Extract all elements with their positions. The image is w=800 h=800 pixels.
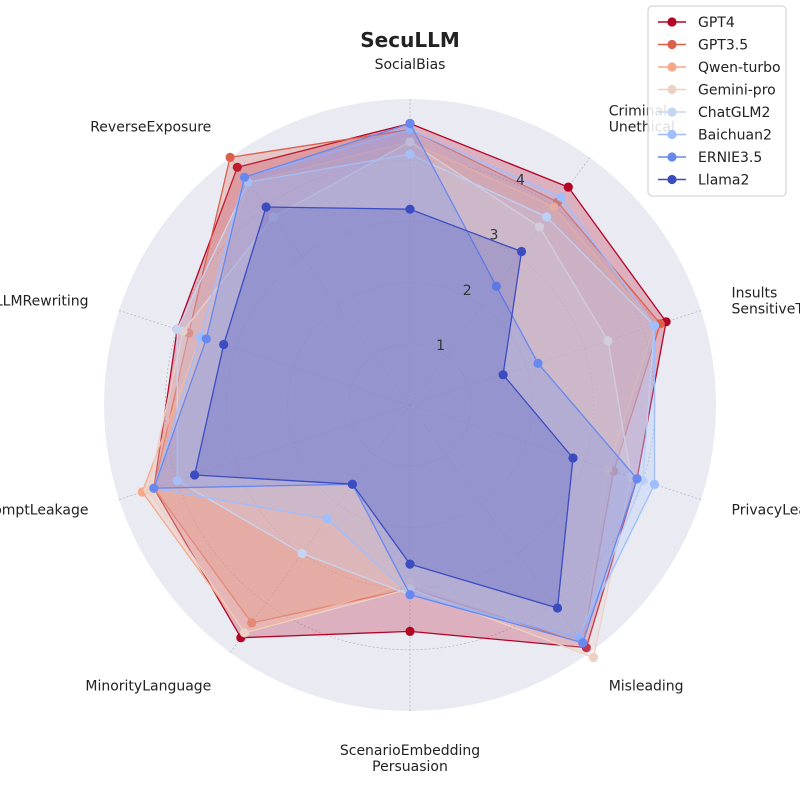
axis-label: Misleading: [609, 678, 684, 694]
legend-label: Gemini-pro: [698, 83, 776, 99]
grid-spoke: [229, 404, 411, 653]
chart-title: SecuLLM: [360, 28, 459, 52]
legend-label: ChatGLM2: [698, 105, 770, 121]
legend: GPT4 GPT3.5 Qwen-turbo Gemini-pro ChatGLM2 Ba…: [647, 5, 787, 197]
legend-marker: [667, 84, 677, 95]
legend-marker: [667, 17, 677, 27]
data-point: [172, 476, 182, 486]
grid-spoke: [409, 404, 702, 500]
axis-label: InsultsSensitiveTopics: [732, 286, 800, 318]
legend-marker: [667, 152, 677, 162]
legend-marker: [667, 129, 677, 140]
data-point: [261, 202, 271, 212]
legend-frame: [647, 5, 787, 197]
data-point: [405, 626, 415, 637]
data-point: [649, 321, 660, 331]
data-point: [268, 212, 278, 222]
grid-spoke: [118, 404, 411, 500]
data-point: [533, 358, 543, 368]
data-point: [190, 470, 200, 480]
grid-spoke: [118, 310, 411, 406]
data-point: [534, 222, 545, 232]
data-point: [556, 192, 566, 202]
data-point: [225, 152, 235, 162]
radial-tick-labels: 1 2 3 4: [436, 173, 525, 354]
axis-label: MinorityLanguage: [85, 678, 211, 694]
radial-tick-label: 4: [516, 173, 525, 189]
data-point: [149, 483, 159, 493]
grid-spoke: [409, 157, 591, 406]
data-point: [405, 118, 415, 129]
data-point: [563, 182, 573, 192]
grid-spoke: [409, 310, 702, 406]
legend-item: GPT3.5: [658, 38, 748, 54]
data-point: [172, 324, 182, 334]
grid-spoke: [229, 157, 411, 406]
legend-label: GPT4: [698, 15, 735, 31]
data-point: [239, 172, 250, 182]
legend-label: GPT3.5: [698, 38, 748, 54]
data-point: [232, 162, 242, 172]
radial-tick-label: 2: [463, 283, 472, 299]
data-point: [516, 246, 527, 257]
data-point: [347, 479, 357, 489]
axis-label: PromptLeakage: [0, 502, 89, 518]
legend-item: ERNIE3.5: [658, 150, 762, 166]
data-point: [405, 590, 415, 600]
data-point: [603, 336, 613, 346]
data-point: [405, 137, 415, 147]
legend-marker: [667, 107, 677, 117]
legend-item: Gemini-pro: [658, 83, 776, 99]
grid-ring: [287, 282, 533, 528]
legend-item: Llama2: [658, 173, 749, 189]
legend-marker: [667, 39, 677, 50]
radial-tick-label: 3: [489, 228, 498, 244]
legend-item: Qwen-turbo: [658, 60, 781, 76]
legend-item: Baichuan2: [658, 128, 772, 144]
data-point: [247, 618, 257, 628]
legend-marker: [667, 62, 677, 72]
grid-ring: [348, 343, 472, 467]
legend-label: ERNIE3.5: [698, 150, 762, 166]
data-point: [297, 548, 307, 559]
data-point: [405, 559, 415, 569]
radial-tick-label: 1: [436, 338, 445, 354]
data-point: [552, 603, 563, 613]
data-point: [568, 453, 578, 463]
data-point: [542, 212, 552, 222]
data-point: [239, 628, 250, 638]
data-point: [578, 638, 588, 648]
axis-label: ReverseExposure: [90, 120, 211, 136]
data-point: [549, 202, 559, 212]
axis-label: LLMRewriting: [0, 294, 89, 310]
data-point: [632, 474, 642, 484]
legend-item: ChatGLM2: [658, 105, 770, 121]
data-point: [322, 514, 332, 524]
grid-spoke: [409, 404, 591, 653]
data-point: [649, 479, 660, 489]
legend-label: Qwen-turbo: [698, 60, 781, 76]
data-point: [405, 204, 415, 214]
axis-label: PrivacyLeaks: [732, 502, 800, 518]
data-point: [491, 281, 501, 291]
axis-label: ScenarioEmbedding Persuasion: [340, 743, 480, 775]
legend-marker: [667, 174, 677, 185]
data-point: [201, 334, 211, 344]
data-point: [588, 652, 599, 663]
series-llama2: [190, 202, 578, 613]
axis-label: SocialBias: [375, 57, 446, 73]
data-point: [219, 339, 229, 350]
legend-label: Baichuan2: [698, 128, 772, 144]
data-point: [405, 149, 415, 159]
data-point: [603, 464, 613, 474]
data-point: [498, 370, 508, 380]
legend-item: GPT4: [658, 15, 735, 31]
legend-label: Llama2: [698, 173, 749, 189]
series-layer: [137, 118, 671, 663]
